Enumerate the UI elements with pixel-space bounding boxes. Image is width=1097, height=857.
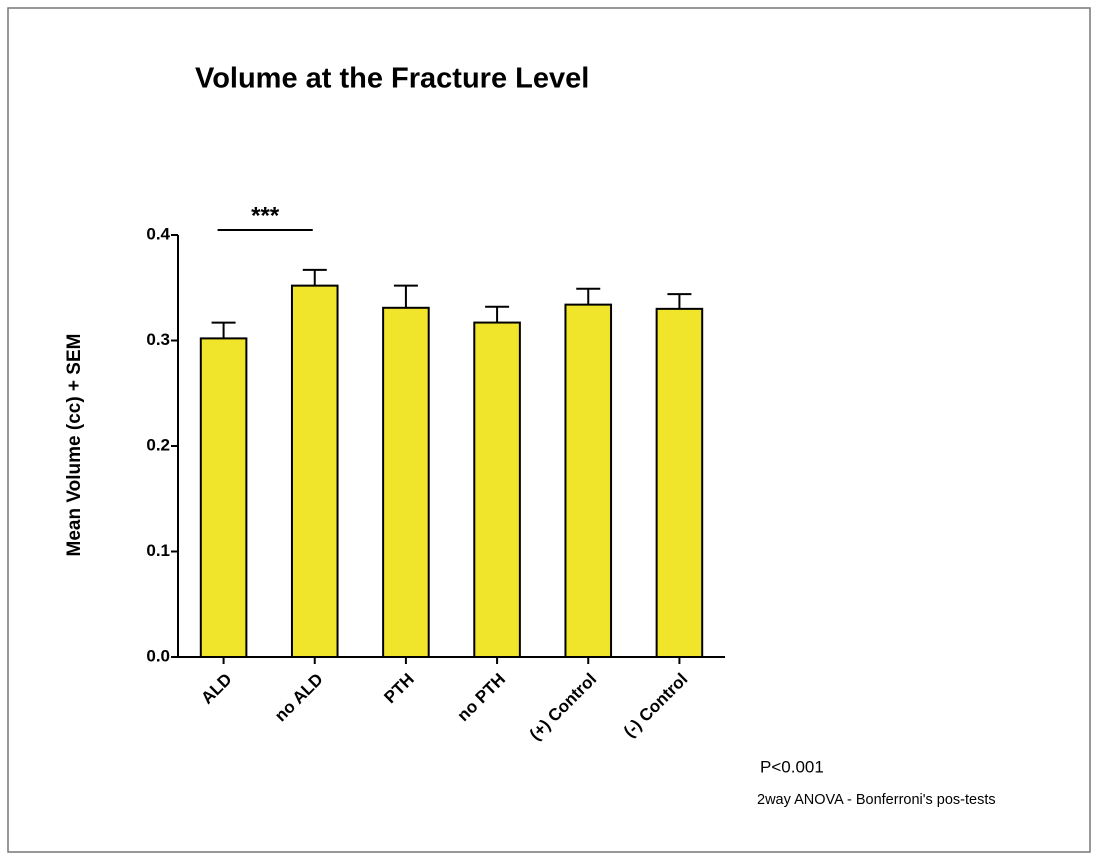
bar [473,321,521,658]
y-tick-label: 0.3 [146,330,170,349]
test-note: 2way ANOVA - Bonferroni's pos-tests [757,792,996,808]
bar [655,307,704,658]
bar [290,284,339,658]
bar [382,306,430,658]
bar [199,337,248,658]
y-tick-label: 0.0 [146,646,170,665]
y-axis-label: Mean Volume (cc) + SEM [64,334,85,557]
bar [564,303,613,658]
frame [7,7,1091,853]
y-tick-label: 0.4 [146,224,170,243]
y-tick-label: 0.1 [146,541,170,560]
significance-label: *** [251,202,280,229]
p-value: P<0.001 [760,757,824,776]
y-tick-label: 0.2 [146,435,170,454]
chart-title: Volume at the Fracture Level [195,63,589,95]
